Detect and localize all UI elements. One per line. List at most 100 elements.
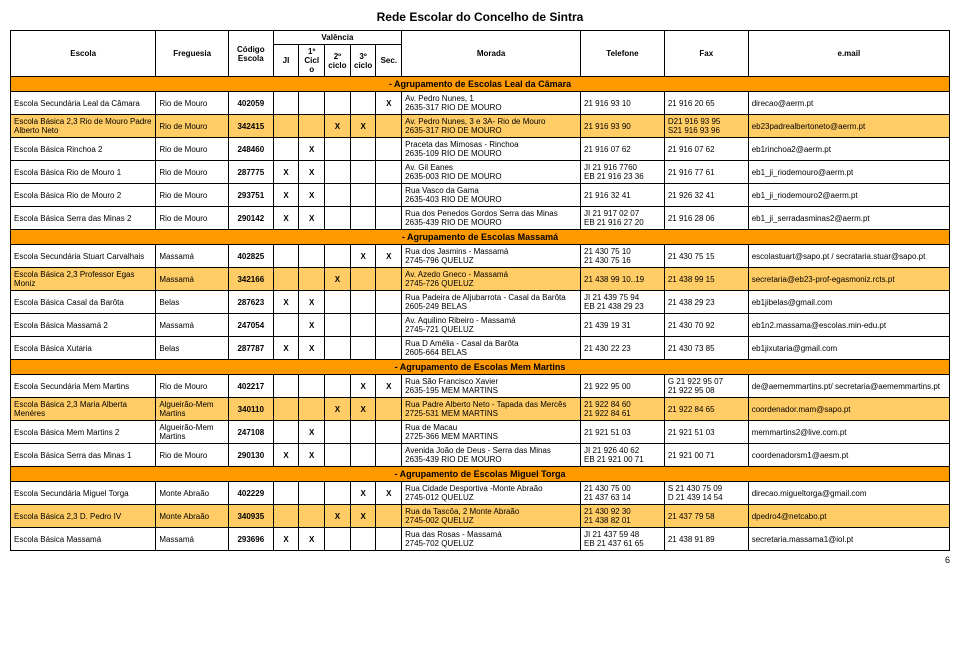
cell-escola: Escola Básica Rinchoa 2: [11, 138, 156, 161]
cell-morada: Av. Azedo Gneco - Massamá 2745-726 QUELU…: [402, 268, 581, 291]
cell-c3: X: [350, 245, 376, 268]
cell-morada: Rua da Tascôa, 2 Monte Abraão 2745-002 Q…: [402, 505, 581, 528]
table-row: Escola Básica 2,3 Maria Alberta MenéresA…: [11, 398, 950, 421]
cell-freguesia: Monte Abraão: [156, 482, 229, 505]
cell-morada: Av. Pedro Nunes, 3 e 3A- Rio de Mouro 26…: [402, 115, 581, 138]
cell-telefone: 21 916 32 41: [581, 184, 665, 207]
cell-c2: [325, 291, 351, 314]
cell-telefone: 21 430 92 30 21 438 82 01: [581, 505, 665, 528]
hdr-telefone: Telefone: [581, 31, 665, 77]
table-row: Escola Secundária Miguel TorgaMonte Abra…: [11, 482, 950, 505]
cell-telefone: 21 439 19 31: [581, 314, 665, 337]
cell-telefone: 21 430 75 10 21 430 75 16: [581, 245, 665, 268]
cell-c1: X: [299, 184, 325, 207]
cell-freguesia: Massamá: [156, 245, 229, 268]
cell-codigo: 402217: [228, 375, 273, 398]
cell-fax: G 21 922 95 07 21 922 95 08: [664, 375, 748, 398]
cell-c3: [350, 161, 376, 184]
cell-c2: [325, 314, 351, 337]
cell-escola: Escola Básica 2,3 Rio de Mouro Padre Alb…: [11, 115, 156, 138]
cell-codigo: 340935: [228, 505, 273, 528]
table-row: Escola Básica Massamá 2Massamá247054XAv.…: [11, 314, 950, 337]
cell-email: coordenador.mam@sapo.pt: [748, 398, 949, 421]
group-label: - Agrupamento de Escolas Mem Martins: [11, 360, 950, 375]
cell-ji: [273, 115, 299, 138]
cell-telefone: JI 21 917 02 07 EB 21 916 27 20: [581, 207, 665, 230]
cell-c3: [350, 421, 376, 444]
cell-c3: [350, 337, 376, 360]
cell-c3: [350, 268, 376, 291]
cell-codigo: 342415: [228, 115, 273, 138]
cell-codigo: 247108: [228, 421, 273, 444]
cell-ji: X: [273, 161, 299, 184]
table-row: Escola Básica Mem Martins 2Algueirão-Mem…: [11, 421, 950, 444]
cell-c1: X: [299, 161, 325, 184]
table-row: Escola Secundária Leal da CâmaraRio de M…: [11, 92, 950, 115]
cell-freguesia: Monte Abraão: [156, 505, 229, 528]
page-title: Rede Escolar do Concelho de Sintra: [10, 10, 950, 24]
cell-fax: 21 922 84 65: [664, 398, 748, 421]
page-number: 6: [10, 555, 950, 565]
cell-fax: 21 438 99 15: [664, 268, 748, 291]
cell-telefone: 21 922 95 00: [581, 375, 665, 398]
cell-c1: [299, 505, 325, 528]
table-row: Escola Secundária Mem MartinsRio de Mour…: [11, 375, 950, 398]
cell-telefone: JI 21 916 7760 EB 21 916 23 36: [581, 161, 665, 184]
cell-c1: X: [299, 337, 325, 360]
cell-email: eb1_ji_serradasminas2@aerm.pt: [748, 207, 949, 230]
cell-c2: [325, 138, 351, 161]
cell-c3: X: [350, 482, 376, 505]
cell-escola: Escola Básica 2,3 D. Pedro IV: [11, 505, 156, 528]
cell-freguesia: Rio de Mouro: [156, 207, 229, 230]
cell-morada: Rua Padeira de Aljubarrota - Casal da Ba…: [402, 291, 581, 314]
cell-morada: Rua das Rosas - Massamá 2745-702 QUELUZ: [402, 528, 581, 551]
cell-email: coordenadorsm1@aesm.pt: [748, 444, 949, 467]
hdr-ji: JI: [273, 45, 299, 77]
cell-freguesia: Rio de Mouro: [156, 161, 229, 184]
cell-telefone: JI 21 439 75 94 EB 21 438 29 23: [581, 291, 665, 314]
cell-freguesia: Massamá: [156, 314, 229, 337]
cell-c1: X: [299, 138, 325, 161]
cell-c1: [299, 482, 325, 505]
hdr-fax: Fax: [664, 31, 748, 77]
hdr-c2: 2º ciclo: [325, 45, 351, 77]
cell-sec: X: [376, 482, 402, 505]
cell-fax: D21 916 93 95 S21 916 93 96: [664, 115, 748, 138]
cell-sec: X: [376, 245, 402, 268]
cell-sec: [376, 528, 402, 551]
cell-escola: Escola Básica Xutaria: [11, 337, 156, 360]
cell-email: eb1n2.massama@escolas.min-edu.pt: [748, 314, 949, 337]
cell-codigo: 247054: [228, 314, 273, 337]
cell-c2: [325, 375, 351, 398]
cell-escola: Escola Básica Mem Martins 2: [11, 421, 156, 444]
cell-morada: Rua Cidade Desportiva -Monte Abraão 2745…: [402, 482, 581, 505]
cell-codigo: 290130: [228, 444, 273, 467]
cell-freguesia: Rio de Mouro: [156, 375, 229, 398]
cell-morada: Rua Vasco da Gama 2635-403 RIO DE MOURO: [402, 184, 581, 207]
cell-sec: [376, 115, 402, 138]
cell-escola: Escola Básica 2,3 Professor Egas Moniz: [11, 268, 156, 291]
cell-ji: [273, 421, 299, 444]
cell-freguesia: Rio de Mouro: [156, 115, 229, 138]
cell-freguesia: Belas: [156, 291, 229, 314]
cell-email: de@aememmartins.pt/ secretaria@aememmart…: [748, 375, 949, 398]
cell-c3: X: [350, 505, 376, 528]
cell-escola: Escola Secundária Mem Martins: [11, 375, 156, 398]
cell-email: eb1jixutaria@gmail.com: [748, 337, 949, 360]
table-row: Escola Básica Serra das Minas 2Rio de Mo…: [11, 207, 950, 230]
hdr-c3: 3º ciclo: [350, 45, 376, 77]
cell-codigo: 342166: [228, 268, 273, 291]
cell-morada: Av. Pedro Nunes, 1 2635-317 RIO DE MOURO: [402, 92, 581, 115]
cell-escola: Escola Secundária Miguel Torga: [11, 482, 156, 505]
cell-morada: Rua Padre Alberto Neto - Tapada das Merc…: [402, 398, 581, 421]
cell-sec: [376, 314, 402, 337]
cell-fax: 21 916 20 65: [664, 92, 748, 115]
cell-c2: [325, 92, 351, 115]
cell-freguesia: Massamá: [156, 528, 229, 551]
cell-email: eb1_ji_riodemouro@aerm.pt: [748, 161, 949, 184]
cell-escola: Escola Básica Rio de Mouro 1: [11, 161, 156, 184]
hdr-valencia: Valência: [273, 31, 402, 45]
table-header: Escola Freguesia Código Escola Valência …: [11, 31, 950, 77]
hdr-freguesia: Freguesia: [156, 31, 229, 77]
cell-escola: Escola Secundária Leal da Câmara: [11, 92, 156, 115]
